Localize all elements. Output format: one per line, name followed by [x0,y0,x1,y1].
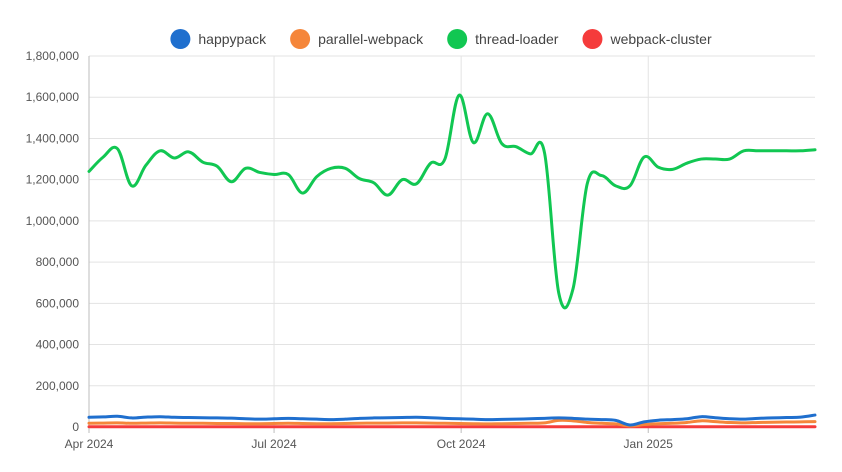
y-tick-label: 0 [72,420,79,434]
legend-label: happypack [198,31,267,47]
y-tick-label: 400,000 [36,338,80,352]
legend-swatch [447,29,468,49]
x-axis: Apr 2024 Jul 2024 Oct 2024 Jan 2025 [65,426,815,451]
legend-swatch [582,29,603,49]
y-tick-label: 1,600,000 [26,90,80,104]
y-axis: 0 200,000 400,000 600,000 800,000 1,000,000 1,… [26,49,90,434]
series-line-thread-loader [87,93,817,310]
legend-item-happypack[interactable]: happypack [170,29,267,49]
y-tick-label: 1,400,000 [26,131,80,145]
legend-label: parallel-webpack [318,31,424,47]
y-tick-label: 1,200,000 [26,173,80,187]
legend-item-parallel-webpack[interactable]: parallel-webpack [290,29,424,49]
y-tick-label: 800,000 [36,255,80,269]
grid [88,55,815,428]
plot-area [87,93,817,429]
x-tick-label: Jan 2025 [624,437,674,451]
y-tick-label: 1,000,000 [26,214,80,228]
y-tick-label: 600,000 [36,296,80,310]
x-tick-label: Jul 2024 [251,437,297,451]
series-line-parallel-webpack [87,418,817,428]
series-line-happypack [87,413,817,427]
legend-swatch [290,29,311,49]
legend: happypack parallel-webpack thread-loader we… [170,29,712,49]
legend-label: webpack-cluster [609,31,711,47]
legend-label: thread-loader [475,31,559,47]
legend-item-webpack-cluster[interactable]: webpack-cluster [582,29,712,49]
y-tick-label: 200,000 [36,379,80,393]
x-tick-label: Oct 2024 [437,437,486,451]
y-tick-label: 1,800,000 [26,49,80,63]
x-tick-label: Apr 2024 [65,437,114,451]
legend-swatch [170,29,191,49]
legend-item-thread-loader[interactable]: thread-loader [447,29,559,49]
